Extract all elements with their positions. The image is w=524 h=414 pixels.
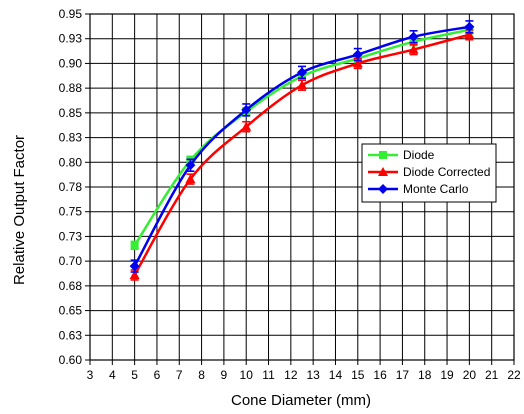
x-axis-title: Cone Diameter (mm) (231, 392, 371, 409)
x-tick-label: 11 (262, 368, 275, 382)
y-tick-label: 0.68 (59, 279, 83, 293)
y-tick-label: 0.73 (59, 229, 83, 243)
data-point-diode-corrected (352, 58, 363, 68)
x-tick-label: 8 (198, 368, 205, 382)
legend-swatch-marker-monte-carlo (378, 184, 388, 194)
x-tick-label: 19 (440, 368, 454, 382)
x-tick-label: 13 (306, 368, 320, 382)
y-tick-label: 0.78 (59, 180, 83, 194)
x-tick-label: 16 (373, 368, 387, 382)
data-point-diode-corrected (464, 29, 475, 39)
data-point-monte-carlo (185, 160, 196, 171)
data-point-monte-carlo (297, 67, 307, 78)
data-point-diode-corrected (241, 121, 252, 131)
data-point-diode (130, 241, 139, 250)
legend-label-monte-carlo: Monte Carlo (403, 182, 469, 196)
y-tick-label: 0.95 (59, 7, 83, 21)
y-tick-labels: 0.60 0.63 0.65 0.68 0.70 0.73 0.75 0.78 0.80 0.83… (59, 7, 90, 367)
legend-swatch-marker-diode (379, 151, 387, 159)
legend-label-diode-corrected: Diode Corrected (403, 165, 490, 179)
series-diode-corrected (129, 29, 475, 281)
y-tick-label: 0.93 (59, 32, 83, 46)
y-tick-label: 0.65 (59, 304, 83, 318)
legend-label-diode: Diode (403, 148, 435, 162)
x-tick-label: 4 (109, 368, 116, 382)
x-tick-label: 6 (154, 368, 161, 382)
x-tick-label: 22 (507, 368, 521, 382)
x-tick-label: 12 (284, 368, 298, 382)
data-point-diode-corrected (408, 44, 419, 54)
data-point-monte-carlo (408, 31, 419, 42)
data-point-monte-carlo (352, 49, 363, 60)
y-tick-label: 0.80 (59, 155, 83, 169)
x-tick-label: 21 (485, 368, 499, 382)
x-tick-label: 17 (396, 368, 410, 382)
y-tick-label: 0.90 (59, 56, 83, 70)
series-monte-carlo (129, 20, 475, 273)
y-tick-label: 0.88 (59, 81, 83, 95)
x-tick-label: 14 (329, 368, 343, 382)
y-tick-label: 0.70 (59, 254, 83, 268)
x-tick-label: 9 (221, 368, 228, 382)
y-tick-label: 0.63 (59, 328, 83, 342)
y-axis-title: Relative Output Factor (11, 135, 28, 285)
y-tick-label: 0.60 (59, 353, 83, 367)
data-point-monte-carlo (464, 21, 475, 32)
y-tick-label: 0.85 (59, 106, 83, 120)
data-point-diode-corrected (297, 80, 307, 90)
data-point-monte-carlo (241, 104, 252, 115)
data-point-diode-corrected (185, 174, 196, 184)
x-tick-label: 20 (463, 368, 477, 382)
y-tick-label: 0.83 (59, 131, 83, 145)
y-tick-label: 0.75 (59, 205, 83, 219)
x-tick-label: 3 (87, 368, 94, 382)
x-tick-label: 10 (240, 368, 254, 382)
x-tick-label: 18 (418, 368, 432, 382)
x-tick-label: 15 (351, 368, 365, 382)
x-tick-label: 5 (131, 368, 138, 382)
legend: Diode Diode Corrected Monte Carlo (361, 143, 497, 203)
data-point-monte-carlo (129, 261, 140, 272)
x-tick-label: 7 (176, 368, 183, 382)
legend-swatch-marker-diode-corrected (378, 167, 388, 176)
x-tick-labels: 3 4 5 6 7 8 9 10 11 12 13 14 15 16 17 18 19 20 21 22 (87, 360, 521, 382)
data-point-diode-corrected (129, 269, 140, 279)
